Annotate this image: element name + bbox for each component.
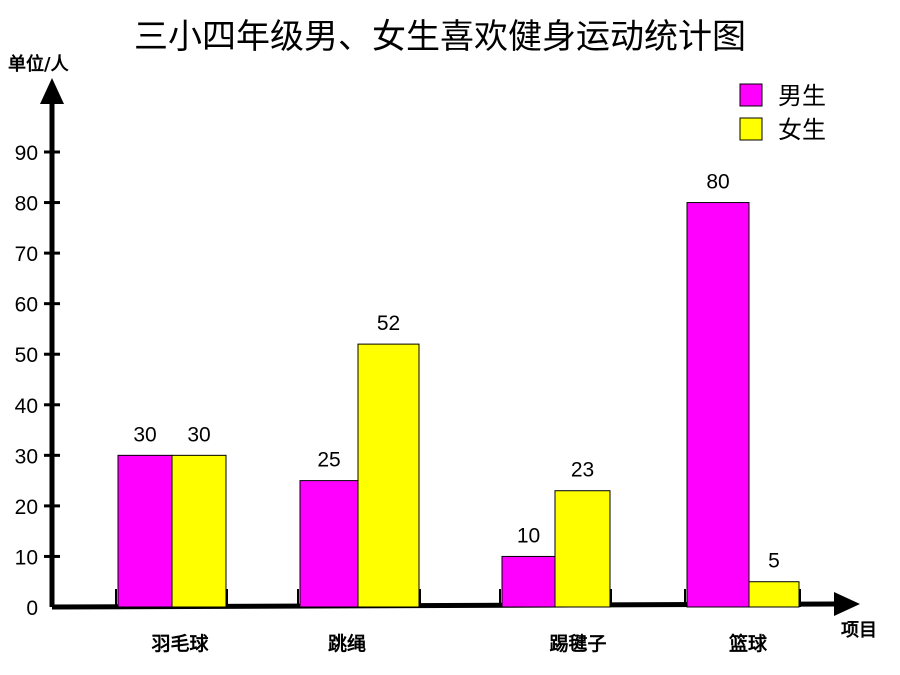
- bar-boys: [117, 454, 173, 608]
- y-tick-label: 60: [15, 294, 38, 317]
- plot-area: 0 10 20 30 40 50 60 70 80 90 30 30 羽毛球 25 52 跳绳 10 23 踢毽子 8…: [15, 78, 860, 655]
- y-tick-label: 90: [15, 142, 38, 165]
- legend-swatch: [739, 83, 763, 107]
- x-axis-arrow: [834, 592, 860, 616]
- y-tick-label: 40: [15, 395, 38, 418]
- data-label: 80: [706, 171, 729, 194]
- y-tick-label: 80: [15, 193, 38, 216]
- data-label: 30: [133, 423, 156, 446]
- bar-girls: [554, 490, 611, 608]
- bar-boys: [501, 555, 556, 608]
- x-tick-label: 羽毛球: [151, 632, 209, 655]
- legend-label: 女生: [778, 116, 826, 144]
- x-tick-label: 跳绳: [328, 632, 366, 655]
- y-tick-label: 70: [15, 243, 38, 266]
- bar-boys: [686, 202, 750, 608]
- data-label: 5: [768, 550, 780, 573]
- x-tick-label: 篮球: [728, 632, 768, 655]
- bar-girls: [748, 581, 800, 608]
- chart-title: 三小四年级男、女生喜欢健身运动统计图: [134, 17, 746, 57]
- data-label: 52: [377, 312, 400, 335]
- y-axis-title: 单位/人: [8, 53, 70, 75]
- bar-girls: [357, 343, 420, 608]
- x-tick-label: 踢毽子: [549, 632, 606, 655]
- data-label: 23: [571, 459, 594, 482]
- y-tick-label: 10: [15, 546, 38, 569]
- legend-swatch: [739, 117, 763, 141]
- x-axis-title: 项目: [841, 620, 877, 641]
- y-tick-label: 0: [26, 597, 38, 620]
- y-tick-label: 20: [15, 496, 38, 519]
- legend-label: 男生: [778, 82, 826, 110]
- y-tick-label: 30: [15, 445, 38, 468]
- y-axis-arrow: [40, 78, 64, 104]
- bar-girls: [171, 454, 227, 608]
- data-label: 25: [317, 449, 340, 472]
- data-label: 30: [187, 423, 210, 446]
- y-tick-label: 50: [15, 344, 38, 367]
- bar-boys: [299, 480, 359, 608]
- data-label: 10: [517, 524, 540, 547]
